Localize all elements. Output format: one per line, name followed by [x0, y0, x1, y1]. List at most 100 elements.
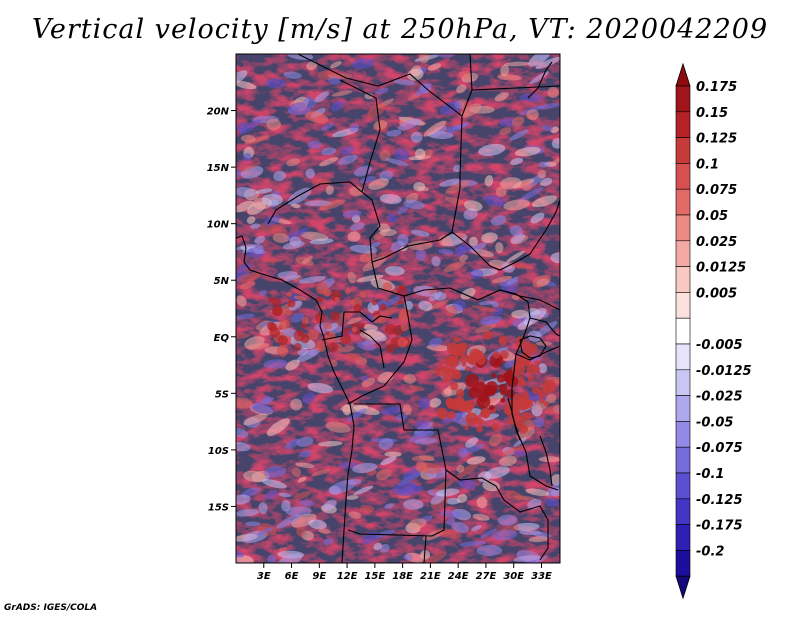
- central-africa-borders: [321, 261, 531, 435]
- colorbar-swatch: [675, 395, 691, 422]
- field-patch: [254, 235, 266, 245]
- lon-tick-label: 6E: [285, 571, 299, 582]
- field-patch: [321, 305, 327, 311]
- field-patch: [255, 188, 273, 194]
- field-patch: [359, 291, 367, 299]
- field-patch: [484, 175, 494, 187]
- field-patch: [315, 339, 327, 352]
- field-patch: [483, 330, 493, 340]
- lon-tick-label: 33E: [531, 571, 552, 582]
- colorbar-label: 0.025: [696, 235, 737, 250]
- field-patch: [278, 547, 288, 552]
- field-patch: [418, 300, 433, 311]
- colorbar-label: 0.15: [696, 106, 728, 121]
- field-patch: [444, 123, 469, 131]
- field-patch: [236, 313, 255, 320]
- field-patch: [537, 169, 547, 179]
- field-patch: [243, 413, 268, 426]
- colorbar-swatch: [675, 292, 691, 319]
- field-patch: [236, 397, 254, 409]
- colorbar-label: -0.005: [696, 338, 743, 353]
- field-patch: [429, 398, 442, 408]
- east-africa-coast: [499, 199, 560, 361]
- field-patch: [393, 79, 416, 86]
- field-patch: [499, 118, 517, 127]
- lat-tick-label: 15N: [207, 163, 230, 174]
- field-patch: [520, 380, 527, 387]
- field-patch: [446, 517, 456, 526]
- field-patch: [250, 223, 261, 229]
- colorbar-swatch: [675, 524, 691, 551]
- field-patch: [268, 322, 278, 332]
- field-patch: [448, 401, 456, 409]
- field-patch: [410, 229, 430, 237]
- field-patch: [397, 299, 403, 305]
- field-patch: [276, 514, 301, 529]
- field-patch: [542, 379, 556, 394]
- field-patch: [522, 349, 532, 359]
- field-patch: [331, 90, 353, 97]
- lon-tick-label: 12E: [337, 571, 358, 582]
- field-patch: [534, 416, 545, 428]
- lon-tick-label: 24E: [448, 571, 469, 582]
- field-patch: [533, 368, 539, 374]
- field-patch: [314, 312, 326, 323]
- field-patch: [328, 342, 339, 353]
- field-patch: [409, 385, 425, 391]
- field-patch: [267, 554, 277, 563]
- field-patch: [319, 199, 346, 211]
- field-patch: [414, 83, 432, 96]
- field-patch: [266, 418, 291, 436]
- field-patch: [455, 389, 465, 398]
- field-patch: [402, 404, 412, 416]
- field-patch: [438, 249, 455, 255]
- field-patch: [381, 406, 404, 416]
- field-patch: [371, 299, 378, 306]
- field-patch: [353, 165, 373, 177]
- field-patch: [349, 186, 365, 197]
- field-patch: [481, 232, 498, 244]
- field-patch: [492, 351, 501, 359]
- field-patch: [256, 527, 274, 536]
- field-patch: [533, 531, 552, 538]
- field-patch: [492, 529, 518, 541]
- field-patch: [418, 397, 431, 409]
- field-patch: [359, 329, 385, 341]
- field-patch: [528, 375, 534, 382]
- field-patch: [246, 342, 270, 350]
- lake-tanganyika: [507, 397, 521, 441]
- field-patch: [403, 339, 409, 345]
- colorbar-swatch: [675, 369, 691, 396]
- field-patch: [476, 544, 503, 556]
- field-patch: [359, 504, 375, 513]
- field-patch: [387, 213, 398, 223]
- country-borders: [236, 54, 560, 563]
- field-patch: [289, 236, 302, 247]
- field-patch: [279, 319, 290, 330]
- field-patch: [495, 242, 504, 254]
- field-patch: [544, 498, 560, 507]
- field-patch: [347, 231, 361, 242]
- field-patch: [356, 274, 384, 282]
- sahara-borders: [267, 54, 560, 271]
- field-patch: [465, 412, 479, 425]
- field-patch: [346, 495, 359, 500]
- field-patch: [377, 371, 394, 384]
- field-patch: [384, 503, 395, 509]
- colorbar-swatch: [675, 240, 691, 267]
- field-patch: [375, 87, 389, 95]
- field-patch: [236, 441, 251, 452]
- field-patch: [291, 203, 301, 209]
- field-patch: [285, 506, 312, 517]
- field-patch: [494, 359, 501, 366]
- field-patch: [445, 180, 470, 194]
- field-patch: [429, 291, 443, 302]
- field-patch: [440, 510, 463, 518]
- field-patch: [463, 208, 478, 220]
- field-patch: [527, 330, 542, 342]
- field-patch: [450, 382, 459, 391]
- field-patch: [414, 437, 438, 445]
- field-patch: [240, 281, 256, 290]
- field-patch: [236, 427, 249, 438]
- field-patch: [296, 347, 321, 362]
